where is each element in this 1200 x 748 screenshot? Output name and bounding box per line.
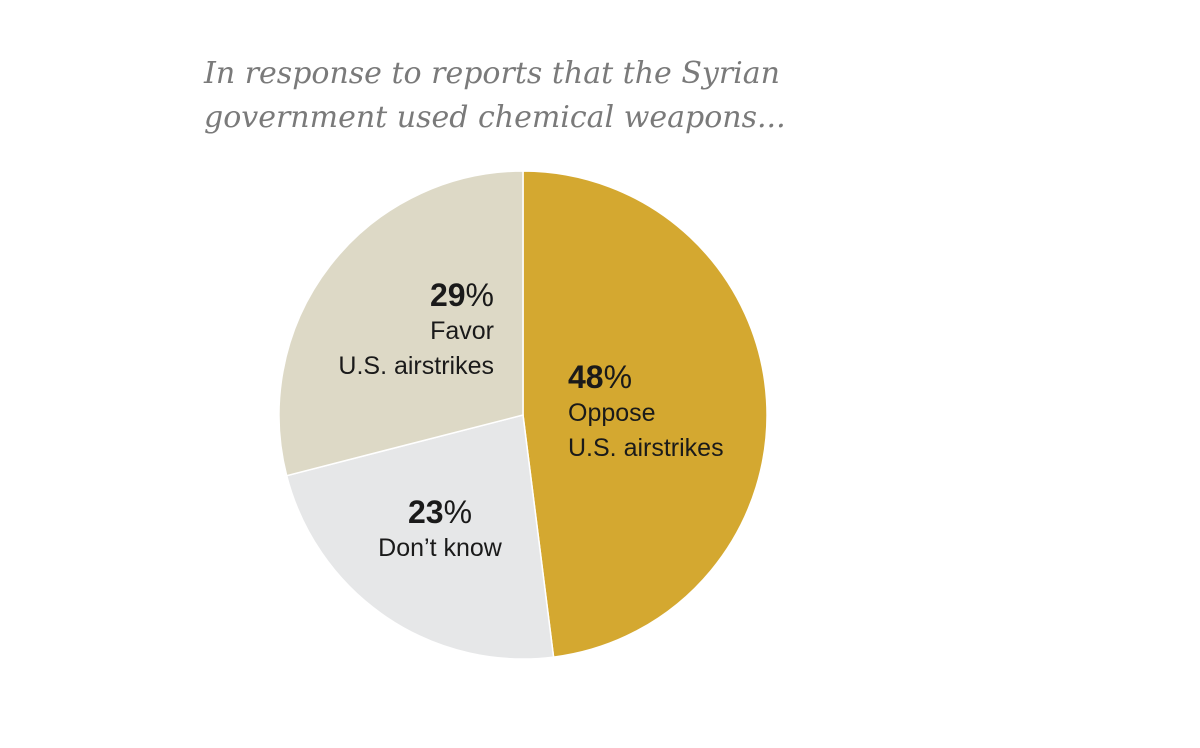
pie-slice-oppose [522, 170, 768, 658]
slice-label-oppose: 48% Oppose U.S. airstrikes [568, 358, 724, 466]
pie-slices [278, 170, 768, 660]
slice-name-dont-know: Don’t know [378, 534, 502, 562]
pie-slice-favor [278, 170, 524, 477]
chart-title: In response to reports that the Syrian g… [204, 52, 844, 140]
slice-name-favor-line-1: Favor [430, 317, 494, 345]
slice-value-oppose: 48% [568, 359, 633, 395]
chart-title-line-1: In response to reports that the Syrian [204, 56, 780, 91]
slice-name-favor-line-2: U.S. airstrikes [338, 352, 494, 380]
slice-label-favor: 29% Favor U.S. airstrikes [338, 276, 494, 384]
slice-value-favor: 29% [429, 277, 494, 313]
slice-value-dont-know: 23% [407, 494, 473, 530]
slice-name-oppose-line-1: Oppose [568, 399, 656, 427]
chart-title-line-2: government used chemical weapons... [204, 100, 786, 135]
slice-label-dont-know: 23% Don’t know [370, 493, 510, 566]
pie-slice-dont-know [285, 414, 555, 660]
slice-name-oppose-line-2: U.S. airstrikes [568, 434, 724, 462]
